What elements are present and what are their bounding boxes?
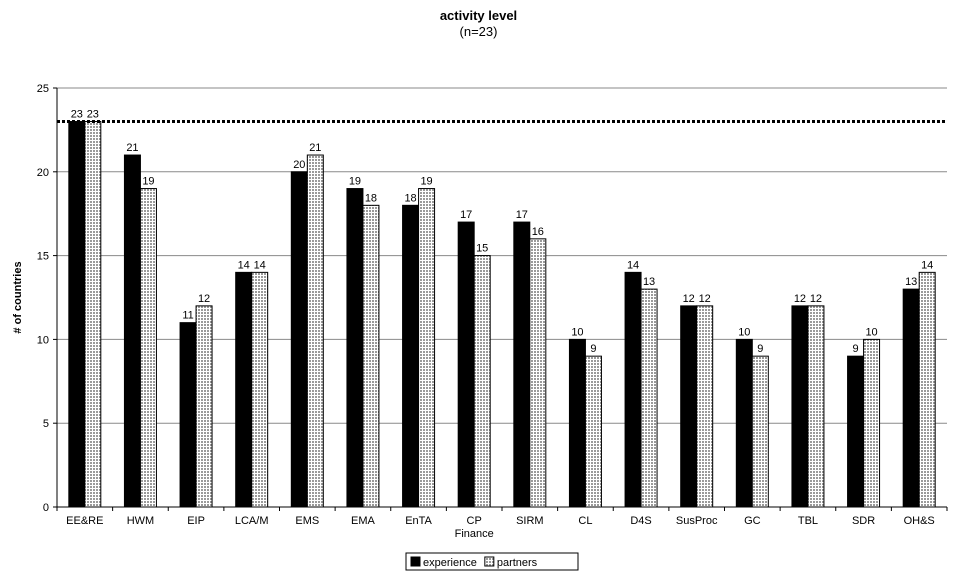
bar-experience: [902, 288, 920, 508]
bar-experience: [346, 188, 364, 508]
bar-experience: [457, 221, 475, 508]
data-label-experience: 17: [460, 209, 472, 221]
data-label-experience: 12: [683, 293, 695, 305]
bar-partners: [584, 355, 602, 508]
chart-subtitle: (n=23): [459, 24, 498, 39]
bar-experience: [235, 271, 253, 508]
y-axis-label: # of countries: [12, 261, 24, 333]
data-label-experience: 17: [516, 209, 528, 221]
data-label-experience: 18: [404, 192, 416, 204]
bar-partners: [529, 238, 547, 508]
data-label-partners: 14: [254, 259, 266, 271]
x-tick-label: EnTA: [405, 515, 432, 527]
legend-swatch-experience: [410, 556, 421, 567]
x-tick-label: GC: [744, 515, 761, 527]
legend-label-partners: partners: [497, 557, 538, 569]
data-label-experience: 20: [293, 159, 305, 171]
data-label-experience: 23: [71, 109, 83, 121]
bar-partners: [751, 355, 769, 508]
bar-experience: [735, 338, 753, 508]
bar-partners: [84, 121, 102, 508]
bar-partners: [696, 305, 714, 508]
bar-partners: [863, 338, 881, 508]
x-tick-label: HWM: [127, 515, 155, 527]
bar-partners: [807, 305, 825, 508]
bar-partners: [918, 271, 936, 508]
y-tick-label: 15: [37, 251, 49, 263]
x-tick-sublabel: Finance: [455, 528, 494, 540]
bar-partners: [640, 288, 658, 508]
data-label-partners: 15: [476, 243, 488, 255]
bar-partners: [306, 154, 324, 508]
bar-experience: [847, 355, 865, 508]
bar-experience: [513, 221, 531, 508]
x-tick-label: OH&S: [904, 515, 935, 527]
data-label-partners: 19: [142, 176, 154, 188]
data-label-experience: 21: [126, 142, 138, 154]
data-label-partners: 21: [309, 142, 321, 154]
x-tick-label: SDR: [852, 515, 875, 527]
data-label-experience: 14: [238, 259, 250, 271]
data-label-experience: 13: [905, 276, 917, 288]
legend-swatch-partners: [484, 556, 495, 567]
data-label-partners: 14: [921, 259, 933, 271]
x-tick-label: EIP: [187, 515, 205, 527]
data-label-experience: 10: [571, 326, 583, 338]
bar-experience: [402, 204, 420, 508]
x-tick-label: EE&RE: [66, 515, 103, 527]
data-label-partners: 12: [810, 293, 822, 305]
data-label-partners: 10: [865, 326, 877, 338]
data-label-partners: 18: [365, 192, 377, 204]
bar-experience: [624, 271, 642, 508]
bar-experience: [568, 338, 586, 508]
x-tick-label: EMA: [351, 515, 376, 527]
x-tick-label: CP: [467, 515, 482, 527]
y-tick-label: 25: [37, 83, 49, 95]
x-tick-label: SusProc: [676, 515, 718, 527]
data-label-experience: 19: [349, 176, 361, 188]
data-label-partners: 12: [198, 293, 210, 305]
data-label-experience: 12: [794, 293, 806, 305]
data-label-experience: 11: [182, 310, 193, 322]
x-tick-label: CL: [578, 515, 592, 527]
bar-experience: [290, 171, 308, 508]
bar-experience: [791, 305, 809, 508]
bar-partners: [473, 255, 491, 508]
bar-partners: [195, 305, 213, 508]
data-label-partners: 23: [87, 109, 99, 121]
data-label-experience: 14: [627, 259, 639, 271]
y-tick-label: 10: [37, 334, 49, 346]
data-label-partners: 13: [643, 276, 655, 288]
bar-partners: [139, 188, 157, 508]
x-tick-label: EMS: [295, 515, 319, 527]
bar-experience: [680, 305, 698, 508]
bar-partners: [362, 204, 380, 508]
chart-title: activity level: [439, 8, 518, 23]
x-tick-label: TBL: [798, 515, 818, 527]
y-tick-label: 5: [43, 418, 49, 430]
data-label-partners: 9: [590, 343, 596, 355]
data-label-experience: 9: [853, 343, 859, 355]
bar-experience: [123, 154, 141, 508]
data-label-experience: 10: [738, 326, 750, 338]
bar-experience: [68, 121, 86, 508]
x-tick-label: D4S: [630, 515, 651, 527]
bar-partners: [251, 271, 269, 508]
data-label-partners: 19: [420, 176, 432, 188]
x-tick-label: SIRM: [516, 515, 544, 527]
data-label-partners: 16: [532, 226, 544, 238]
legend-label-experience: experience: [423, 557, 477, 569]
y-tick-label: 0: [43, 502, 49, 514]
y-tick-label: 20: [37, 167, 49, 179]
bar-experience: [179, 322, 197, 508]
data-label-partners: 9: [757, 343, 763, 355]
data-label-partners: 12: [699, 293, 711, 305]
bar-partners: [418, 188, 436, 508]
x-tick-label: LCA/M: [235, 515, 269, 527]
